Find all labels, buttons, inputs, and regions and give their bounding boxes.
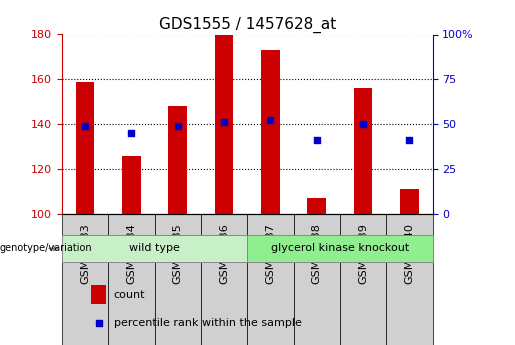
- Bar: [354, 88, 372, 214]
- Point: [313, 137, 321, 143]
- Point: [266, 117, 274, 122]
- Point: [127, 130, 135, 136]
- FancyBboxPatch shape: [294, 214, 340, 345]
- Point: [174, 124, 182, 129]
- FancyBboxPatch shape: [247, 214, 294, 345]
- Point: [95, 320, 103, 325]
- Title: GDS1555 / 1457628_at: GDS1555 / 1457628_at: [159, 17, 336, 33]
- Bar: [76, 81, 94, 214]
- Text: count: count: [114, 290, 145, 299]
- Bar: [168, 106, 187, 214]
- FancyBboxPatch shape: [154, 214, 201, 345]
- Point: [81, 124, 89, 129]
- FancyBboxPatch shape: [108, 214, 154, 345]
- FancyBboxPatch shape: [386, 214, 433, 345]
- Text: percentile rank within the sample: percentile rank within the sample: [114, 318, 302, 327]
- Text: wild type: wild type: [129, 244, 180, 253]
- Bar: [92, 285, 106, 304]
- Bar: [122, 156, 141, 214]
- Bar: [261, 50, 280, 214]
- FancyBboxPatch shape: [340, 214, 386, 345]
- FancyBboxPatch shape: [62, 235, 247, 262]
- Point: [220, 119, 228, 125]
- Text: glycerol kinase knockout: glycerol kinase knockout: [271, 244, 409, 253]
- Point: [405, 137, 414, 143]
- Bar: [307, 198, 326, 214]
- Text: genotype/variation: genotype/variation: [0, 244, 93, 253]
- FancyBboxPatch shape: [201, 214, 247, 345]
- Bar: [400, 189, 419, 214]
- Point: [359, 121, 367, 127]
- FancyBboxPatch shape: [247, 235, 433, 262]
- FancyBboxPatch shape: [62, 214, 108, 345]
- Bar: [215, 34, 233, 214]
